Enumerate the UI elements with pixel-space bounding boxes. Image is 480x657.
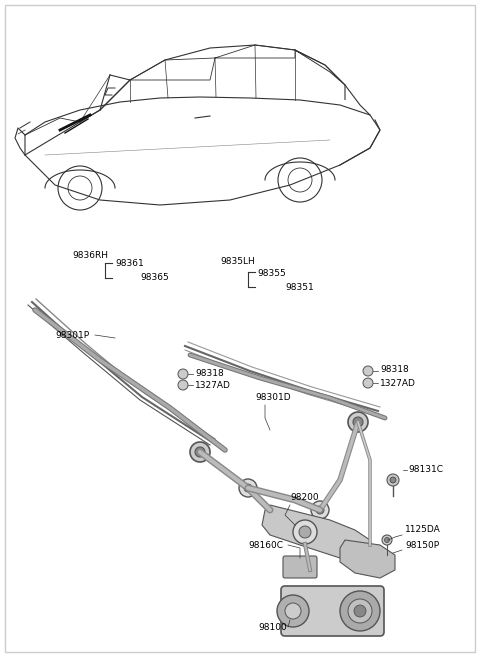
- Circle shape: [244, 484, 252, 492]
- Circle shape: [277, 595, 309, 627]
- Text: 98301P: 98301P: [55, 330, 89, 340]
- Text: 98351: 98351: [285, 283, 314, 292]
- Text: 1327AD: 1327AD: [195, 380, 231, 390]
- Text: 98318: 98318: [195, 369, 224, 378]
- Circle shape: [190, 442, 210, 462]
- Circle shape: [311, 501, 329, 519]
- Text: 98355: 98355: [257, 269, 286, 277]
- Circle shape: [178, 369, 188, 379]
- Text: 1125DA: 1125DA: [405, 526, 441, 535]
- Text: 98160C: 98160C: [248, 541, 283, 549]
- Text: 98361: 98361: [115, 258, 144, 267]
- Text: 98365: 98365: [140, 273, 169, 283]
- Text: 98131C: 98131C: [408, 466, 443, 474]
- Circle shape: [299, 526, 311, 538]
- FancyBboxPatch shape: [281, 586, 384, 636]
- Circle shape: [353, 417, 363, 427]
- Circle shape: [293, 520, 317, 544]
- Text: 98200: 98200: [290, 493, 319, 503]
- Polygon shape: [262, 505, 375, 565]
- Circle shape: [285, 603, 301, 619]
- Circle shape: [384, 537, 389, 543]
- Circle shape: [390, 477, 396, 483]
- Circle shape: [178, 380, 188, 390]
- Circle shape: [348, 599, 372, 623]
- Text: 98100: 98100: [258, 622, 287, 631]
- Text: 9836RH: 9836RH: [72, 250, 108, 260]
- Circle shape: [239, 479, 257, 497]
- Circle shape: [316, 506, 324, 514]
- Circle shape: [382, 535, 392, 545]
- Text: 98318: 98318: [380, 365, 409, 374]
- Circle shape: [340, 591, 380, 631]
- Text: 98150P: 98150P: [405, 541, 439, 549]
- Circle shape: [387, 474, 399, 486]
- Circle shape: [363, 378, 373, 388]
- Circle shape: [363, 366, 373, 376]
- Circle shape: [195, 447, 205, 457]
- Text: 1327AD: 1327AD: [380, 378, 416, 388]
- Circle shape: [354, 605, 366, 617]
- Circle shape: [348, 412, 368, 432]
- FancyBboxPatch shape: [283, 556, 317, 578]
- Polygon shape: [340, 540, 395, 578]
- Text: 9835LH: 9835LH: [220, 258, 255, 267]
- Text: 98301D: 98301D: [255, 394, 290, 403]
